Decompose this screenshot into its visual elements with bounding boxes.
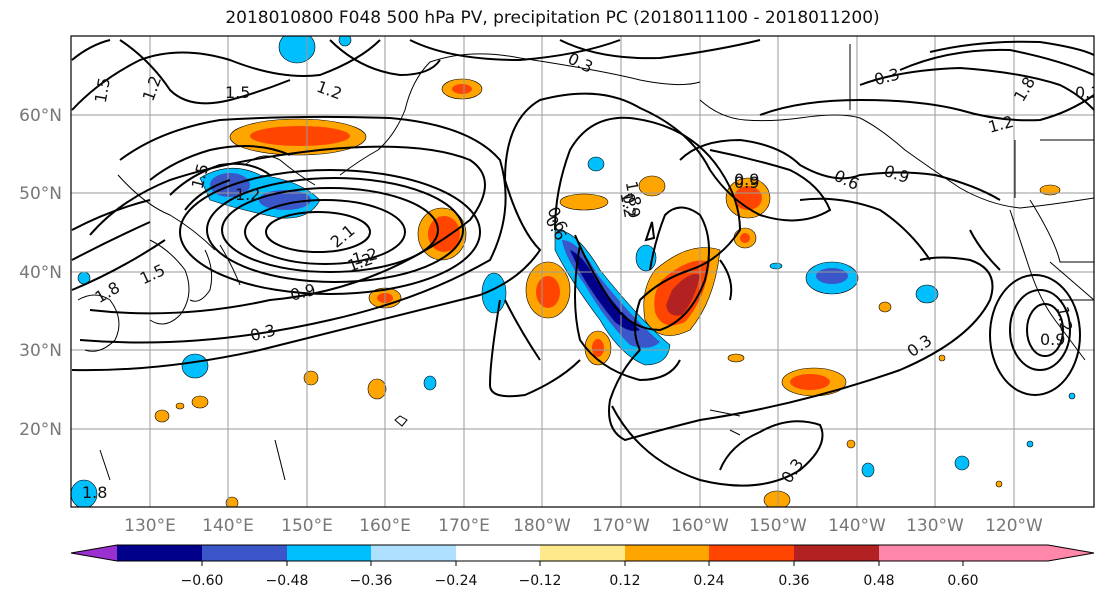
lon-label: 160°E [359,516,411,536]
contour-label: 1.2 [1053,305,1076,333]
colorbar: −0.60 −0.48 −0.36 −0.24 −0.12 0.12 0.24 … [70,544,1095,589]
lon-label: 150°E [281,516,333,536]
lon-label: 170°E [438,516,490,536]
contour-label: 1.5 [91,76,114,104]
graticule [71,36,1094,507]
colorbar-segment [456,545,540,561]
colorbar-extend-low [71,545,117,561]
contour-label: 1.8 [622,180,645,208]
longitude-labels: 130°E 140°E 150°E 160°E 170°E 180°W 170°… [124,516,1043,536]
colorbar-extend-high [963,545,1094,561]
lon-label: 130°W [906,516,964,536]
plot-frame [70,35,1095,508]
lon-label: 180°W [513,516,571,536]
colorbar-segment [879,545,963,561]
colorbar-tick-label: 0.36 [778,573,809,589]
lon-label: 120°W [985,516,1043,536]
contour-label: 1.2 [235,185,260,204]
colorbar-tick-label: 0.60 [947,573,978,589]
colorbar-tick-label: −0.36 [350,573,393,589]
contour-label: 1.2 [617,191,640,219]
lon-label: 130°E [124,516,176,536]
colorbar-segment [794,545,879,561]
lat-label: 30°N [19,341,62,361]
colorbar-segment [287,545,371,561]
colorbar-tick-label: 0.24 [693,573,724,589]
contour-label: 1.8 [82,483,107,502]
colorbar-tick-label: −0.12 [519,573,562,589]
lon-label: 170°W [592,516,650,536]
lat-label: 40°N [19,263,62,283]
latitude-labels: 60°N 50°N 40°N 30°N 20°N [19,106,62,440]
contour-label: 0.3 [1075,83,1100,102]
colorbar-segment [371,545,456,561]
lat-label: 20°N [19,420,62,440]
contour-label: 0.9 [734,170,759,189]
figure-title: 2018010800 F048 500 hPa PV, precipitatio… [225,8,880,28]
contour-label: 1.5 [225,83,250,102]
colorbar-segment [625,545,709,561]
lat-label: 60°N [19,106,62,126]
colorbar-segment [202,545,287,561]
lon-label: 150°W [749,516,807,536]
map-plot: 1.5 1.2 1.5 1.2 0.3 0.3 1.8 1.2 0.9 0.6 … [71,36,1100,507]
colorbar-tick-label: 0.48 [863,573,894,589]
lon-label: 140°E [202,516,254,536]
lat-label: 50°N [19,184,62,204]
pv-contours [71,39,1094,487]
contour-label: 0.9 [1040,330,1065,349]
colorbar-segment [709,545,794,561]
colorbar-tick-label: −0.60 [181,573,224,589]
lon-label: 160°W [671,516,729,536]
colorbar-segment [117,545,202,561]
colorbar-segment [540,545,625,561]
colorbar-tick-label: 0.12 [609,573,640,589]
contour-label: 0.9 [734,173,759,192]
colorbar-tick-label: −0.24 [435,573,478,589]
lon-label: 140°W [828,516,886,536]
colorbar-tick-label: −0.48 [266,573,309,589]
